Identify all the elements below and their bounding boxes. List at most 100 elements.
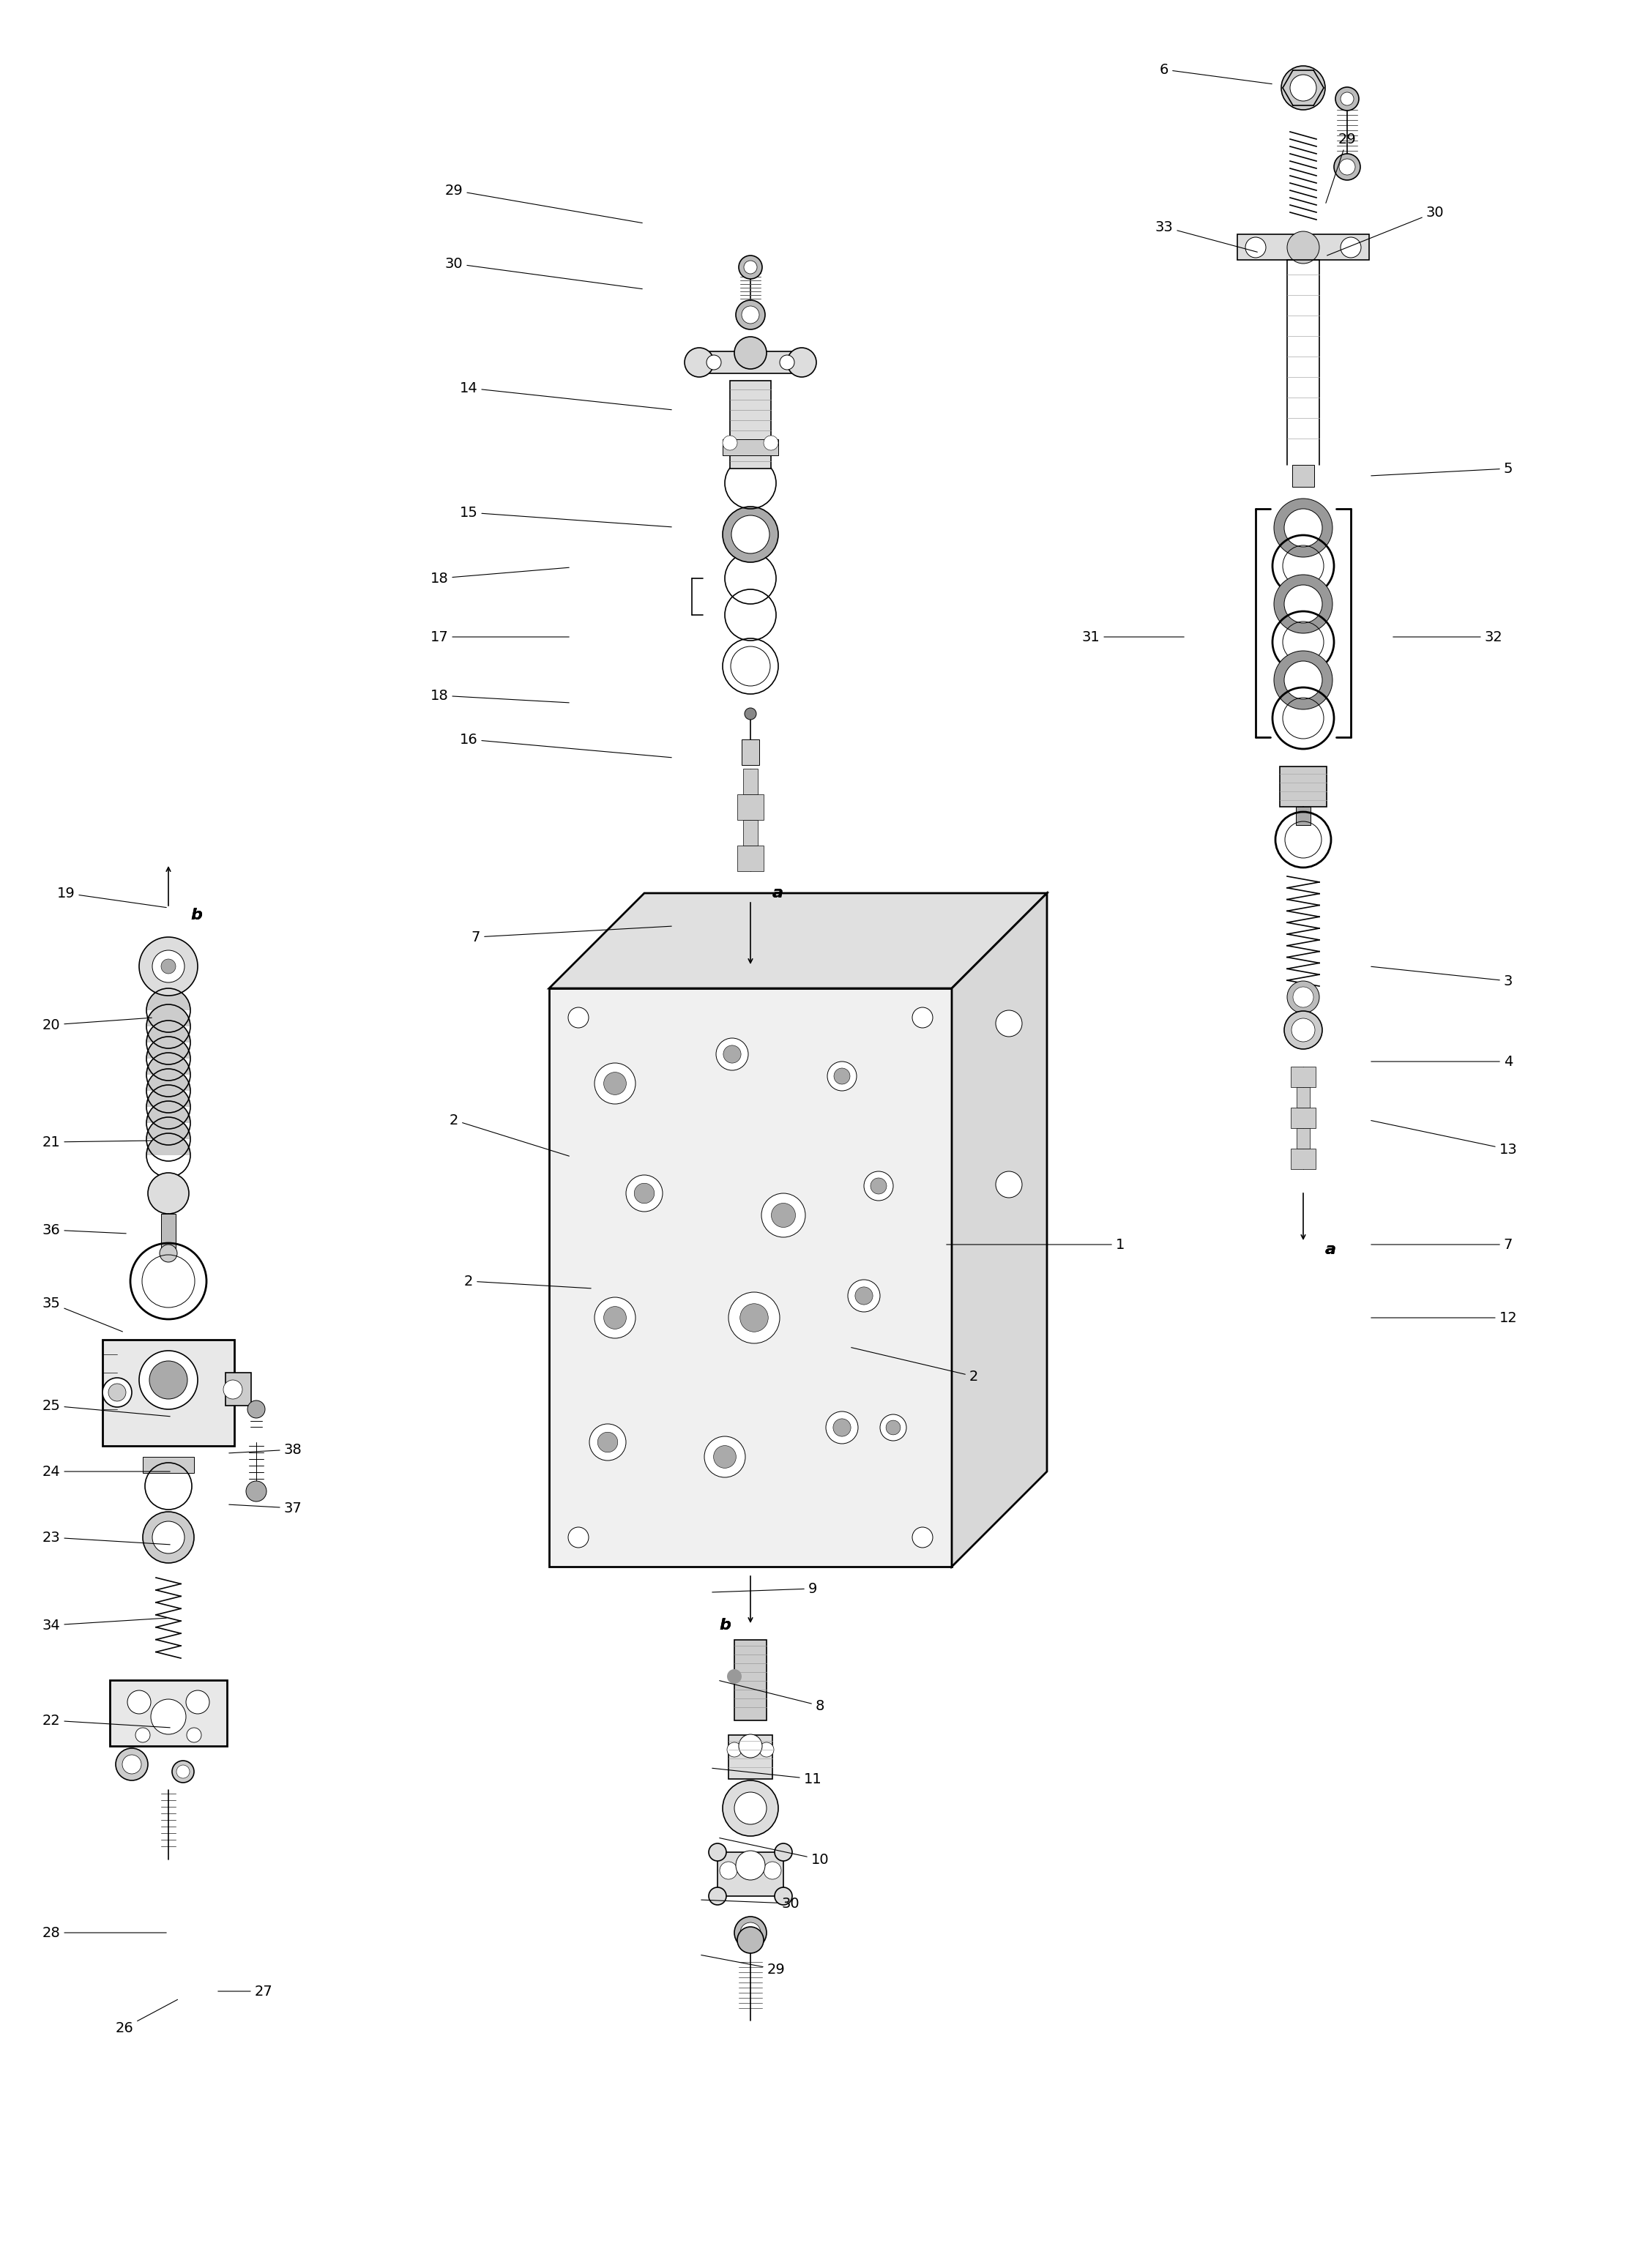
Text: 1: 1 bbox=[946, 1238, 1125, 1252]
Bar bbox=[730, 381, 771, 469]
Bar bbox=[1279, 767, 1327, 807]
Bar bbox=[728, 1735, 772, 1778]
Circle shape bbox=[139, 1352, 198, 1408]
Circle shape bbox=[720, 1862, 738, 1880]
Circle shape bbox=[761, 1193, 805, 1238]
Circle shape bbox=[745, 708, 756, 719]
Text: a: a bbox=[1325, 1243, 1337, 1256]
Bar bbox=[225, 1372, 251, 1406]
Text: 2: 2 bbox=[851, 1347, 979, 1383]
Circle shape bbox=[995, 1170, 1022, 1198]
Text: 28: 28 bbox=[43, 1926, 166, 1939]
Circle shape bbox=[728, 1293, 779, 1343]
Text: 35: 35 bbox=[43, 1295, 123, 1331]
Circle shape bbox=[223, 1379, 243, 1399]
Text: a: a bbox=[1325, 1243, 1337, 1256]
Circle shape bbox=[735, 1792, 766, 1823]
Circle shape bbox=[1340, 238, 1361, 259]
Text: 13: 13 bbox=[1371, 1120, 1517, 1157]
Bar bbox=[102, 1340, 235, 1447]
Circle shape bbox=[1274, 651, 1332, 710]
Circle shape bbox=[1284, 585, 1322, 624]
Circle shape bbox=[177, 1765, 190, 1778]
Text: 31: 31 bbox=[1082, 631, 1184, 644]
Bar bbox=[110, 1681, 226, 1746]
Text: 20: 20 bbox=[43, 1018, 153, 1032]
Circle shape bbox=[735, 336, 766, 370]
Circle shape bbox=[764, 1862, 781, 1880]
Text: b: b bbox=[718, 1617, 731, 1633]
Text: 23: 23 bbox=[43, 1531, 171, 1545]
Wedge shape bbox=[146, 1021, 190, 1043]
Text: 22: 22 bbox=[43, 1712, 171, 1728]
Circle shape bbox=[589, 1424, 626, 1461]
Circle shape bbox=[1274, 574, 1332, 633]
Circle shape bbox=[1340, 93, 1353, 104]
Bar bbox=[1237, 234, 1369, 261]
Bar bbox=[738, 794, 764, 821]
Text: 30: 30 bbox=[444, 256, 643, 288]
Circle shape bbox=[139, 937, 198, 996]
Circle shape bbox=[248, 1399, 266, 1418]
Bar bbox=[741, 739, 759, 764]
Text: 30: 30 bbox=[1327, 206, 1443, 256]
Text: 36: 36 bbox=[43, 1222, 126, 1236]
Circle shape bbox=[143, 1513, 194, 1563]
Text: 4: 4 bbox=[1371, 1055, 1512, 1068]
Circle shape bbox=[1292, 987, 1314, 1007]
Circle shape bbox=[731, 515, 769, 553]
Text: b: b bbox=[718, 1617, 731, 1633]
Circle shape bbox=[116, 1749, 148, 1780]
Circle shape bbox=[123, 1755, 141, 1774]
Text: 38: 38 bbox=[230, 1442, 302, 1456]
Circle shape bbox=[848, 1279, 881, 1311]
Bar bbox=[743, 769, 758, 794]
Circle shape bbox=[881, 1415, 907, 1440]
Circle shape bbox=[727, 1742, 741, 1758]
Circle shape bbox=[759, 1742, 774, 1758]
Circle shape bbox=[604, 1073, 626, 1095]
Text: 32: 32 bbox=[1392, 631, 1502, 644]
Text: 27: 27 bbox=[218, 1984, 272, 1998]
Bar bbox=[723, 440, 779, 456]
Circle shape bbox=[717, 1039, 748, 1070]
Circle shape bbox=[148, 1173, 189, 1213]
Wedge shape bbox=[146, 989, 190, 1009]
Circle shape bbox=[1287, 982, 1319, 1014]
Circle shape bbox=[787, 347, 817, 376]
Text: 30: 30 bbox=[702, 1896, 800, 1910]
Circle shape bbox=[736, 1851, 766, 1880]
Circle shape bbox=[635, 1184, 654, 1204]
Circle shape bbox=[1284, 508, 1322, 547]
Circle shape bbox=[727, 1669, 741, 1683]
Circle shape bbox=[886, 1420, 900, 1436]
Circle shape bbox=[995, 1009, 1022, 1036]
Circle shape bbox=[1340, 159, 1355, 175]
Circle shape bbox=[185, 1690, 210, 1715]
Bar bbox=[1292, 465, 1314, 488]
Text: 5: 5 bbox=[1371, 463, 1512, 476]
Circle shape bbox=[1335, 86, 1360, 111]
Circle shape bbox=[740, 1304, 768, 1331]
Text: 14: 14 bbox=[459, 381, 671, 411]
Circle shape bbox=[159, 1245, 177, 1261]
Circle shape bbox=[833, 1068, 850, 1084]
Circle shape bbox=[740, 1923, 761, 1944]
Circle shape bbox=[604, 1306, 626, 1329]
Text: 16: 16 bbox=[459, 733, 671, 758]
Circle shape bbox=[707, 356, 722, 370]
Circle shape bbox=[854, 1286, 872, 1304]
Circle shape bbox=[1292, 1018, 1315, 1041]
Bar bbox=[718, 1853, 784, 1896]
Circle shape bbox=[779, 356, 794, 370]
Text: 34: 34 bbox=[43, 1617, 166, 1633]
Bar bbox=[1296, 1086, 1310, 1107]
Text: 7: 7 bbox=[1371, 1238, 1512, 1252]
Bar bbox=[735, 1640, 766, 1721]
Wedge shape bbox=[146, 1084, 190, 1107]
Circle shape bbox=[102, 1377, 131, 1406]
Circle shape bbox=[567, 1007, 589, 1027]
Wedge shape bbox=[146, 1068, 190, 1091]
Text: 8: 8 bbox=[720, 1681, 825, 1712]
Text: 3: 3 bbox=[1371, 966, 1512, 989]
